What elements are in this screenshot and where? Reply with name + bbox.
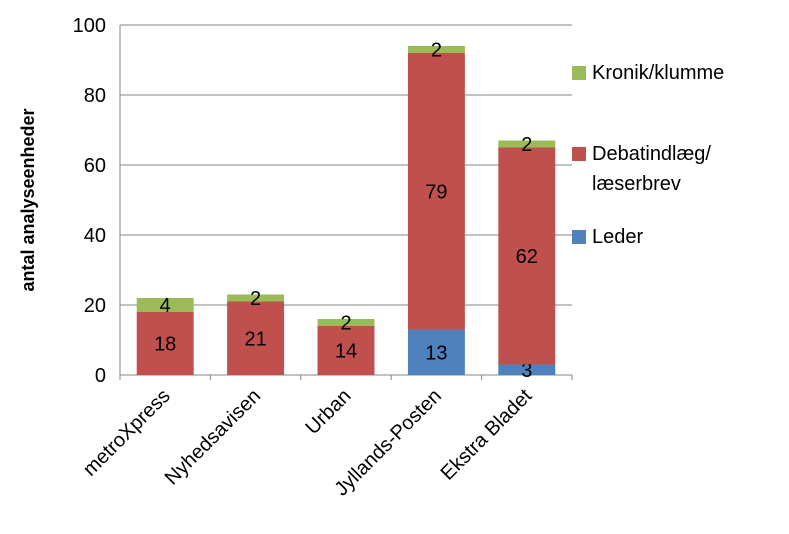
legend-item-leder: Leder <box>572 222 643 252</box>
legend-item-debatindlaeg: Debatindlæg/ læserbrev <box>572 139 711 199</box>
x-tick-label: Ekstra Bladet <box>437 385 537 485</box>
y-tick-label: 60 <box>84 155 106 177</box>
y-tick-label: 20 <box>84 295 106 317</box>
data-label: 2 <box>340 313 351 335</box>
data-label: 13 <box>425 342 447 364</box>
data-label: 79 <box>425 181 447 203</box>
legend-label-debatindlaeg: Debatindlæg/ læserbrev <box>592 139 711 199</box>
data-label: 14 <box>335 341 357 363</box>
data-label: 62 <box>516 246 538 268</box>
x-tick-label: Urban <box>301 385 355 439</box>
data-label: 2 <box>250 288 261 310</box>
data-label: 2 <box>431 40 442 62</box>
y-tick-label: 40 <box>84 225 106 247</box>
legend-swatch-debatindlaeg <box>572 147 586 161</box>
y-tick-label: 80 <box>84 85 106 107</box>
data-label: 21 <box>244 328 266 350</box>
legend-swatch-kronik <box>572 66 586 80</box>
x-tick-label: Nyhedsavisen <box>161 385 265 489</box>
legend-swatch-leder <box>572 230 586 244</box>
y-tick-label: 0 <box>95 365 106 387</box>
y-tick-label: 100 <box>73 15 106 37</box>
data-label: 4 <box>160 295 171 317</box>
data-label: 18 <box>154 334 176 356</box>
legend-item-kronik: Kronik/klumme <box>572 58 724 88</box>
legend-label-leder: Leder <box>592 222 643 252</box>
legend-label-kronik: Kronik/klumme <box>592 58 724 88</box>
x-tick-label: metroXpress <box>79 385 175 481</box>
y-axis-title: antal analyseenheder <box>18 108 38 291</box>
data-label: 2 <box>521 134 532 156</box>
